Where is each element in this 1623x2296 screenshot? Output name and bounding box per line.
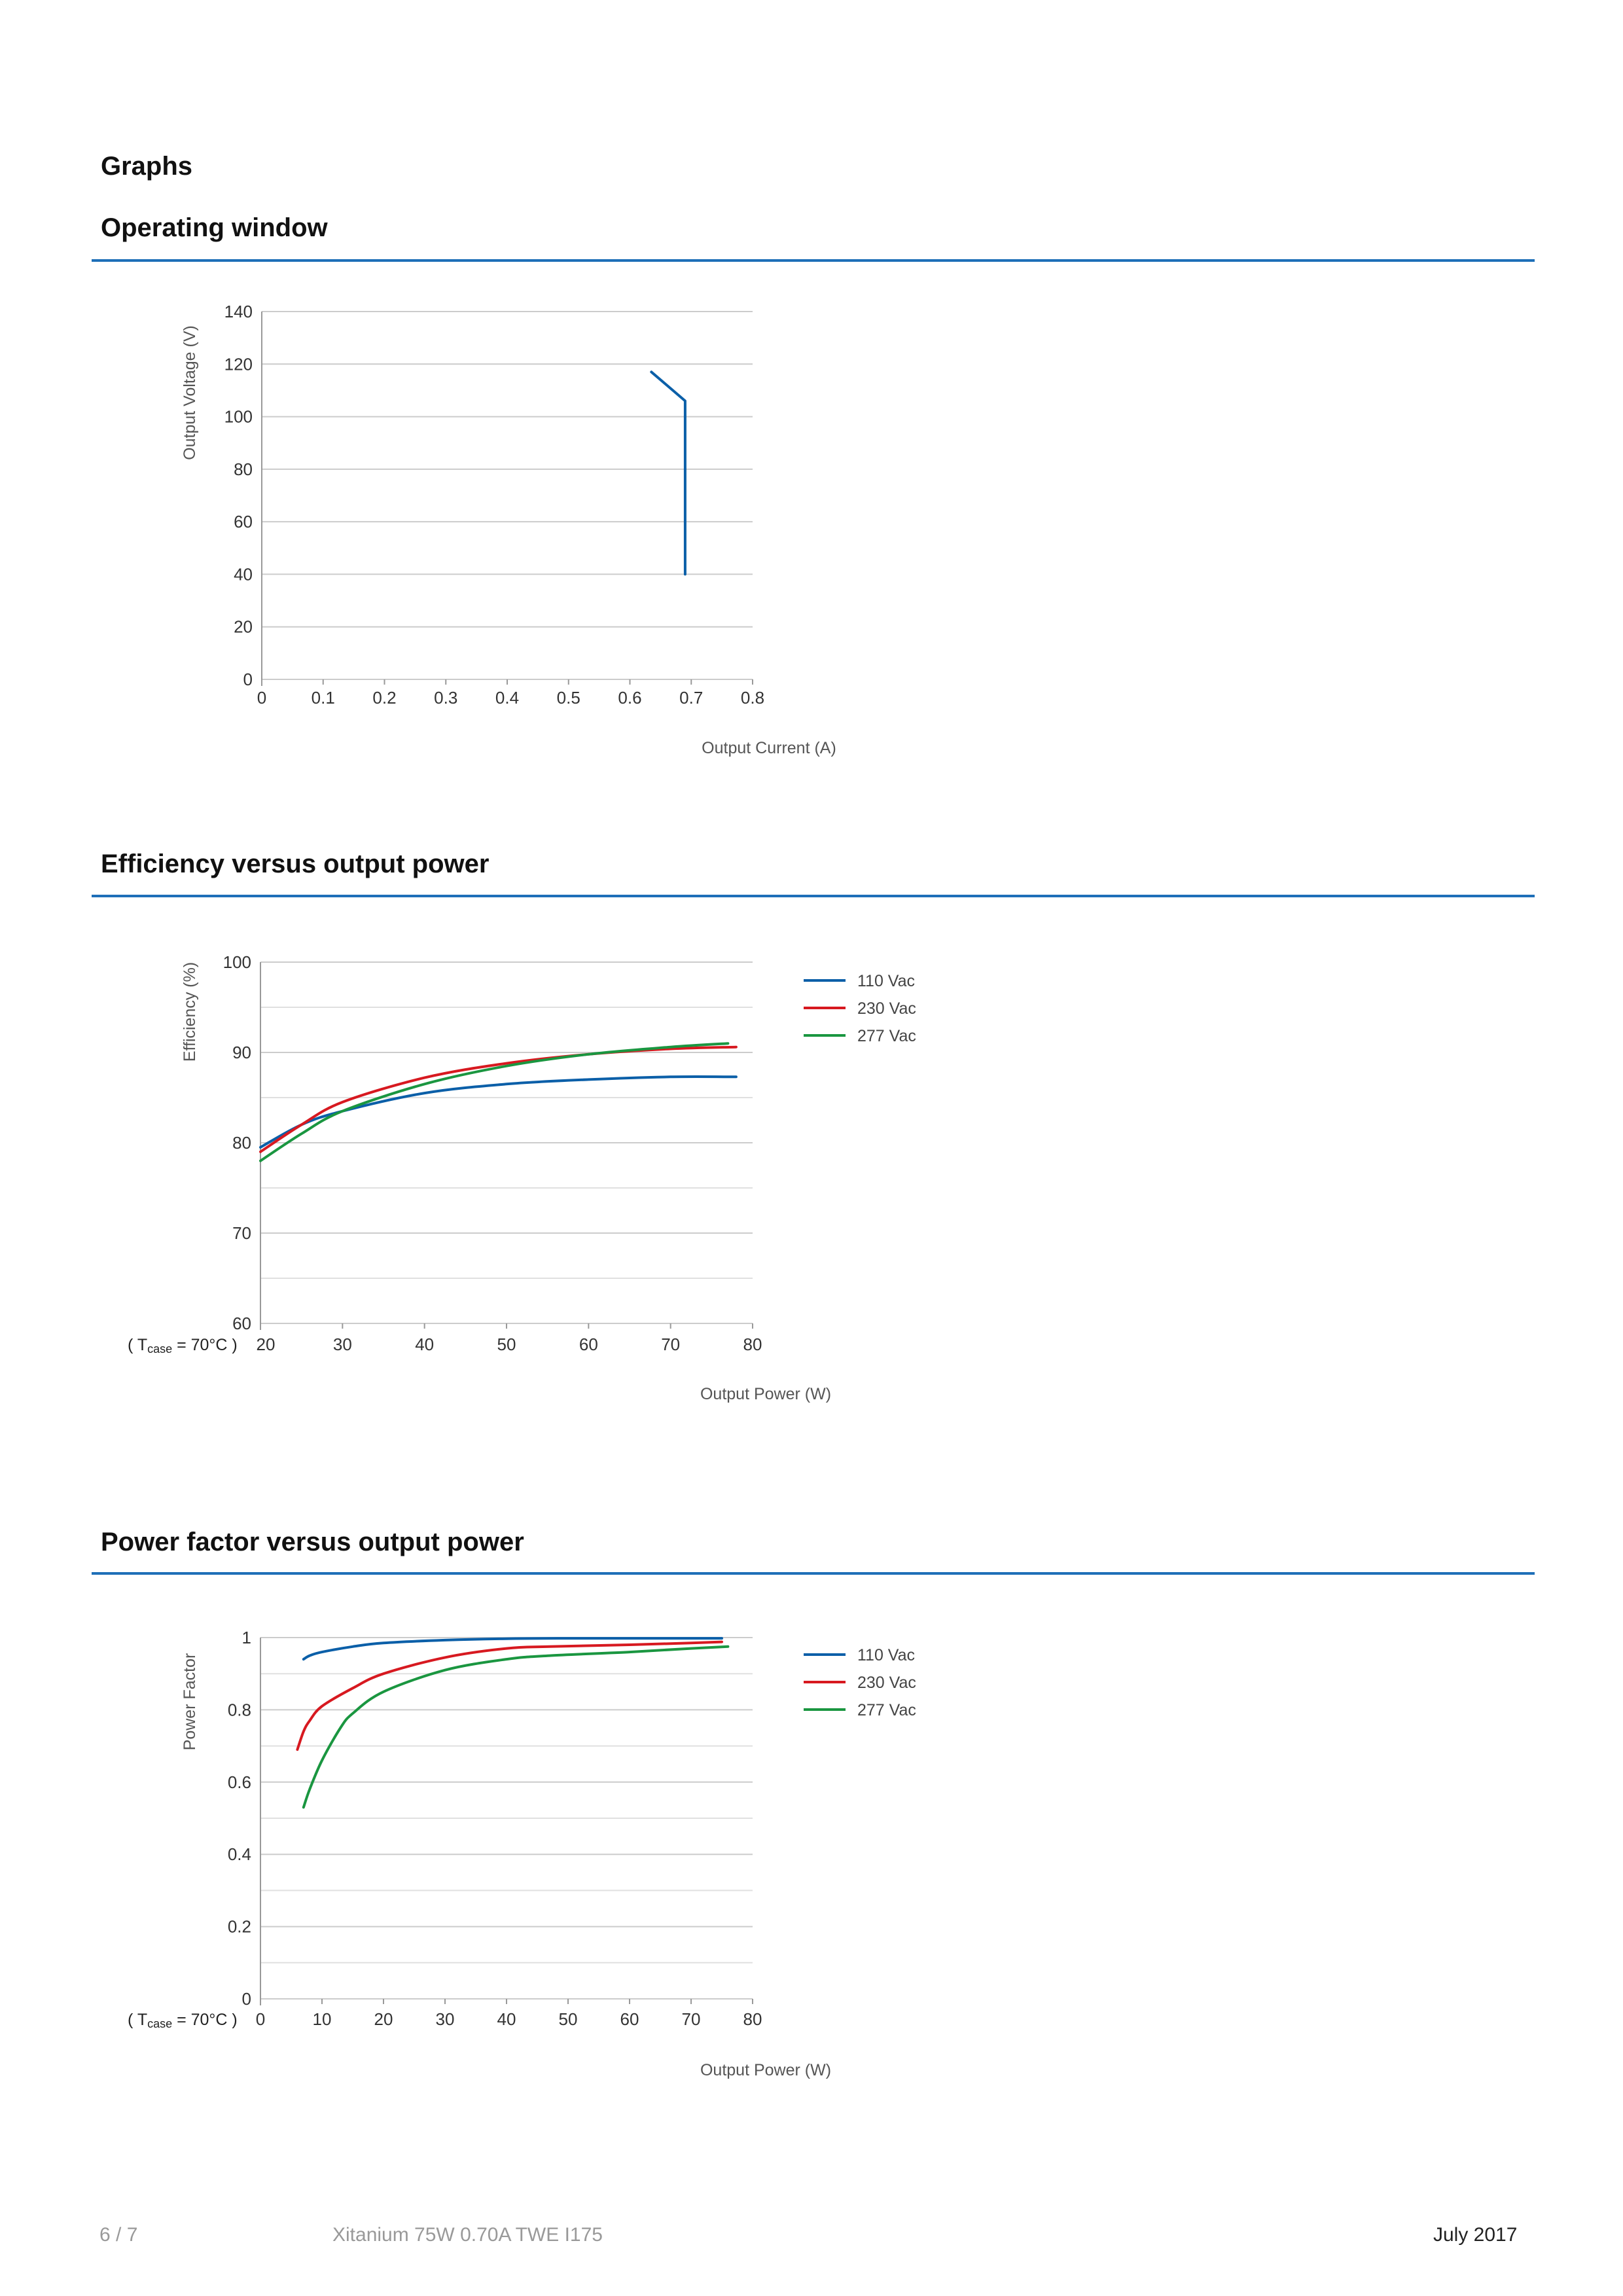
y-tick-label: 60 bbox=[234, 512, 253, 531]
x-tick-label: 70 bbox=[661, 1335, 680, 1354]
x-tick-label: 0.4 bbox=[495, 688, 519, 708]
footer-date: July 2017 bbox=[1433, 2224, 1518, 2246]
y-tick-label: 120 bbox=[224, 354, 253, 374]
legend-label: 230 Vac bbox=[857, 1674, 916, 1692]
x-tick-label: 20 bbox=[257, 1335, 276, 1354]
series-line-277-vac bbox=[302, 1645, 730, 1809]
y-tick-label: 60 bbox=[232, 1314, 251, 1333]
efficiency-chart: 60 70 80 90 100 20 30 40 50 60 70 80 Output Power (W… bbox=[128, 952, 916, 1403]
x-axis-title: Output Power (W) bbox=[700, 1385, 831, 1403]
y-tick-label: 100 bbox=[224, 407, 253, 427]
x-tick-label: 0.3 bbox=[434, 688, 457, 708]
legend-label: 110 Vac bbox=[857, 1646, 915, 1664]
x-tick-label: 40 bbox=[415, 1335, 434, 1354]
x-tick-label: 60 bbox=[579, 1335, 598, 1354]
y-tick-label: 140 bbox=[224, 302, 253, 321]
x-tick-label: 40 bbox=[497, 2009, 516, 2029]
footer-product-name: Xitanium 75W 0.70A TWE I175 bbox=[332, 2224, 603, 2246]
footer-page-number: 6 / 7 bbox=[99, 2224, 138, 2246]
y-tick-label: 0.6 bbox=[228, 1772, 251, 1792]
legend-label: 277 Vac bbox=[857, 1701, 916, 1719]
heading-rule bbox=[92, 1572, 1535, 1575]
x-tick-label: 0.7 bbox=[679, 688, 703, 708]
x-tick-label: 0.6 bbox=[618, 688, 641, 708]
x-axis-title: Output Current (A) bbox=[702, 739, 836, 757]
y-tick-label: 0.4 bbox=[228, 1844, 251, 1864]
series-line-277-vac bbox=[259, 1042, 730, 1162]
chart-heading-operating-window: Operating window bbox=[101, 213, 328, 242]
heading-rule bbox=[92, 895, 1535, 897]
x-tick-label: 50 bbox=[497, 1335, 516, 1354]
series-line-110-vac bbox=[302, 1637, 723, 1661]
x-tick-label: 70 bbox=[682, 2009, 701, 2029]
y-axis-title: Efficiency (%) bbox=[181, 962, 199, 1062]
y-tick-label: 90 bbox=[232, 1043, 251, 1062]
tcase-note: ( Tcase = 70°C ) bbox=[128, 1336, 238, 1355]
x-tick-label: 80 bbox=[743, 2009, 762, 2029]
y-tick-label: 0.2 bbox=[228, 1917, 251, 1937]
y-tick-label: 0.8 bbox=[228, 1700, 251, 1719]
heading-rule bbox=[92, 259, 1535, 262]
x-tick-label: 60 bbox=[620, 2009, 639, 2029]
y-tick-label: 80 bbox=[232, 1133, 251, 1153]
x-tick-label: 10 bbox=[313, 2009, 332, 2029]
tcase-note: ( Tcase = 70°C ) bbox=[128, 2011, 238, 2030]
series-line-230-vac bbox=[296, 1640, 723, 1751]
y-tick-label: 0 bbox=[243, 670, 253, 689]
x-tick-label: 0.1 bbox=[312, 688, 335, 708]
chart-heading-power-factor: Power factor versus output power bbox=[101, 1528, 524, 1556]
legend-label: 110 Vac bbox=[857, 972, 915, 990]
series-line-230-vac bbox=[259, 1045, 738, 1153]
y-tick-label: 70 bbox=[232, 1223, 251, 1243]
y-axis-title: Output Voltage (V) bbox=[181, 325, 199, 460]
y-tick-label: 80 bbox=[234, 459, 253, 479]
x-tick-label: 0 bbox=[256, 2009, 265, 2029]
chart-heading-efficiency: Efficiency versus output power bbox=[101, 850, 490, 878]
y-tick-label: 0 bbox=[242, 1989, 251, 2009]
series-line bbox=[650, 370, 687, 576]
x-tick-label: 0 bbox=[257, 688, 266, 708]
x-tick-label: 0.5 bbox=[557, 688, 580, 708]
x-tick-label: 80 bbox=[743, 1335, 762, 1354]
x-tick-label: 30 bbox=[333, 1335, 352, 1354]
x-tick-label: 0.2 bbox=[372, 688, 396, 708]
operating-window-chart: 0 20 40 60 80 100 120 140 0 0.1 0.2 0.3 0.4 0.5 0.6 0.7… bbox=[181, 302, 836, 757]
y-tick-label: 100 bbox=[223, 952, 251, 972]
x-tick-label: 0.8 bbox=[741, 688, 764, 708]
y-tick-label: 1 bbox=[242, 1628, 251, 1647]
series-line-110-vac bbox=[259, 1075, 738, 1149]
legend-label: 230 Vac bbox=[857, 999, 916, 1018]
section-title: Graphs bbox=[101, 152, 193, 181]
y-tick-label: 20 bbox=[234, 617, 253, 637]
x-axis-title: Output Power (W) bbox=[700, 2061, 831, 2079]
x-tick-label: 50 bbox=[559, 2009, 578, 2029]
y-axis-title: Power Factor bbox=[181, 1653, 199, 1751]
y-tick-label: 40 bbox=[234, 564, 253, 584]
x-tick-label: 20 bbox=[374, 2009, 393, 2029]
x-tick-label: 30 bbox=[436, 2009, 455, 2029]
legend-label: 277 Vac bbox=[857, 1027, 916, 1045]
